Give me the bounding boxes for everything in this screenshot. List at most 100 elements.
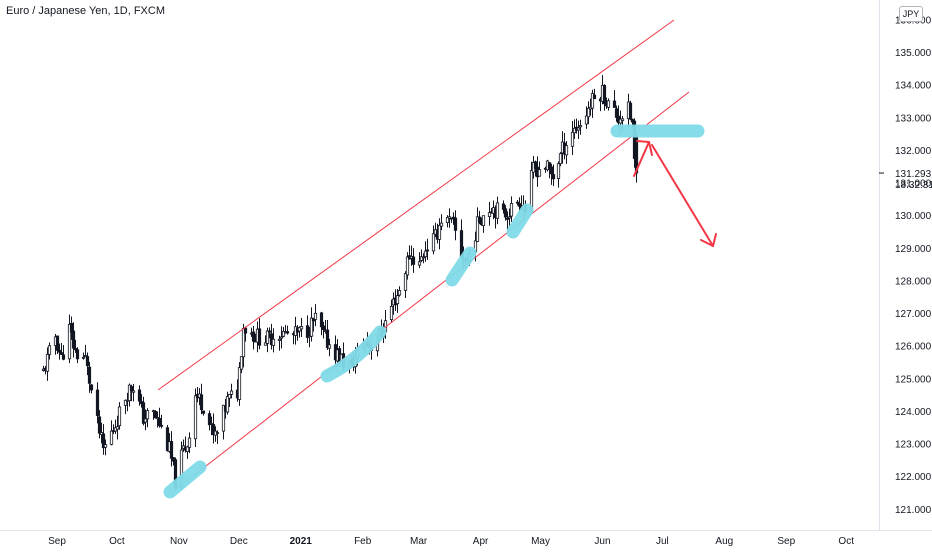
y-tick-label: 135.000 <box>895 48 932 59</box>
candle-body <box>405 256 410 276</box>
highlight-apr-low <box>506 203 534 239</box>
candle-body <box>487 212 492 218</box>
currency-badge[interactable]: JPY <box>899 6 923 22</box>
candle-body <box>437 225 442 240</box>
candle-body <box>475 216 480 242</box>
candle-body <box>225 396 230 413</box>
x-tick-label: Apr <box>473 536 489 547</box>
candle-body <box>165 427 170 452</box>
candle-body <box>423 250 428 258</box>
y-tick-label: 121.000 <box>895 505 932 516</box>
candle-body <box>75 349 80 360</box>
candle-body <box>584 115 589 125</box>
y-tick-label: 133.000 <box>895 113 932 124</box>
y-tick-label: 134.000 <box>895 81 932 92</box>
candle-body <box>237 367 242 400</box>
candle-body <box>229 390 234 395</box>
x-tick-label: 2021 <box>290 536 313 547</box>
candle-body <box>397 290 402 296</box>
retest-arrow-head <box>636 140 653 156</box>
x-tick-label: Jun <box>594 536 610 547</box>
candle-body <box>55 335 60 351</box>
candle-body <box>243 327 248 334</box>
candle-body <box>421 256 426 259</box>
candle-body <box>515 201 520 204</box>
candle-body <box>327 344 332 349</box>
candle-body <box>551 174 556 180</box>
y-tick-label: 129.000 <box>895 244 932 255</box>
candle-body <box>103 444 108 448</box>
y-tick-label: 132.000 <box>895 146 932 157</box>
candle-body <box>187 437 192 448</box>
candle-body <box>590 93 595 109</box>
candle-body <box>221 404 226 432</box>
candle-body <box>439 222 444 227</box>
candle-body <box>576 127 581 131</box>
candle-body <box>131 390 136 393</box>
candle-body <box>453 217 458 231</box>
candle-body <box>403 273 408 291</box>
candle-body <box>618 118 623 124</box>
candle-body <box>614 108 619 118</box>
y-tick-label: 124.000 <box>895 407 932 418</box>
x-tick-label: Mar <box>410 536 428 547</box>
drop-arrow <box>651 144 714 247</box>
channel-upper-line <box>157 19 675 391</box>
candle-body <box>129 386 134 392</box>
candle-body <box>57 349 62 353</box>
candle-body <box>606 100 611 108</box>
y-tick-label: 125.000 <box>895 374 932 385</box>
candle-body <box>389 306 394 320</box>
channel-lower-line <box>174 91 690 491</box>
candle-body <box>612 100 617 108</box>
candle-body <box>558 153 563 165</box>
candle-body <box>537 169 542 177</box>
candle-body <box>109 430 114 445</box>
candle-body <box>477 216 482 223</box>
candle-body <box>157 417 162 427</box>
drop-arrow-head <box>700 233 717 247</box>
candle-body <box>85 356 90 367</box>
retest-arrow <box>633 141 650 177</box>
candle-body <box>509 203 514 217</box>
x-tick-label: Nov <box>170 536 188 547</box>
candle-body <box>209 423 214 425</box>
candle-body <box>227 394 232 399</box>
candle-body <box>602 84 607 105</box>
y-tick-label: 130.000 <box>895 211 932 222</box>
candle-body <box>431 233 436 252</box>
candle-body <box>137 389 142 402</box>
candle-body <box>127 384 132 402</box>
candle-body <box>395 295 400 305</box>
candle-body <box>59 352 64 355</box>
countdown-label: 18:32:31 <box>895 180 932 191</box>
candle-body <box>123 399 128 406</box>
candle-body <box>319 312 324 328</box>
candle-body <box>169 441 174 459</box>
candle-body <box>71 330 76 349</box>
y-tick-label: 127.000 <box>895 309 932 320</box>
candle-body <box>321 325 326 331</box>
chart-title: Euro / Japanese Yen, 1D, FXCM <box>6 5 165 17</box>
candle-body <box>279 336 284 339</box>
x-tick-label: Sep <box>48 536 66 547</box>
candle-body <box>215 432 220 435</box>
candle-body <box>117 406 122 427</box>
candle-body <box>578 125 583 128</box>
candle-body <box>425 249 430 252</box>
candle-body <box>265 330 270 344</box>
highlight-feb-low <box>320 325 387 383</box>
candle-body <box>45 354 50 372</box>
candle-body <box>445 217 450 224</box>
candle-body <box>556 163 561 179</box>
y-tick-label: 128.000 <box>895 276 932 287</box>
candle-body <box>419 256 424 261</box>
candle-body <box>97 416 102 434</box>
candle-body <box>309 317 314 337</box>
candle-body <box>115 426 120 430</box>
candle-body <box>201 410 206 414</box>
candle-body <box>87 366 92 384</box>
candle-body <box>193 395 198 440</box>
